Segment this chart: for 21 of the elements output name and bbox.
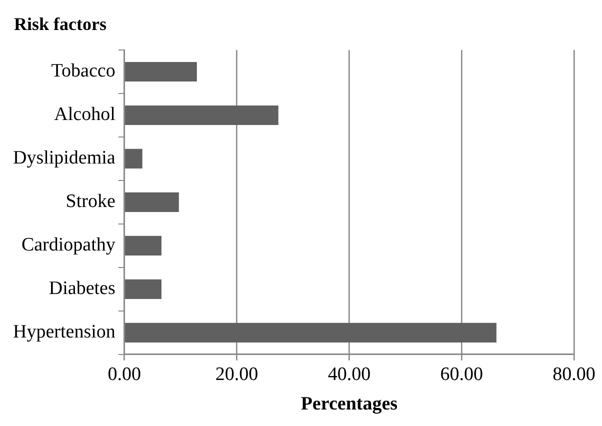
x-axis-title: Percentages bbox=[300, 394, 398, 415]
bar bbox=[125, 192, 179, 212]
y-tick-label: Hypertension bbox=[13, 322, 116, 343]
bar bbox=[125, 105, 278, 126]
bar bbox=[125, 148, 142, 168]
y-tick-label: Tobacco bbox=[51, 60, 116, 82]
bar bbox=[125, 279, 162, 299]
x-tick-label: 0.00 bbox=[108, 364, 141, 385]
bar bbox=[125, 322, 496, 342]
y-tick-label: Diabetes bbox=[48, 278, 116, 300]
bar bbox=[125, 62, 197, 82]
y-tick-label: Dyslipidemia bbox=[12, 148, 116, 169]
chart-title: Risk factors bbox=[14, 14, 106, 35]
x-tick-label: 80.00 bbox=[552, 364, 596, 385]
x-tick-label: 20.00 bbox=[215, 364, 258, 385]
y-tick-label: Cardiopathy bbox=[21, 234, 116, 256]
bar bbox=[125, 236, 162, 256]
x-tick-label: 60.00 bbox=[440, 364, 483, 385]
y-tick-label: Alcohol bbox=[54, 104, 116, 126]
y-tick-label: Stroke bbox=[66, 191, 116, 212]
x-tick-label: 40.00 bbox=[328, 364, 371, 385]
